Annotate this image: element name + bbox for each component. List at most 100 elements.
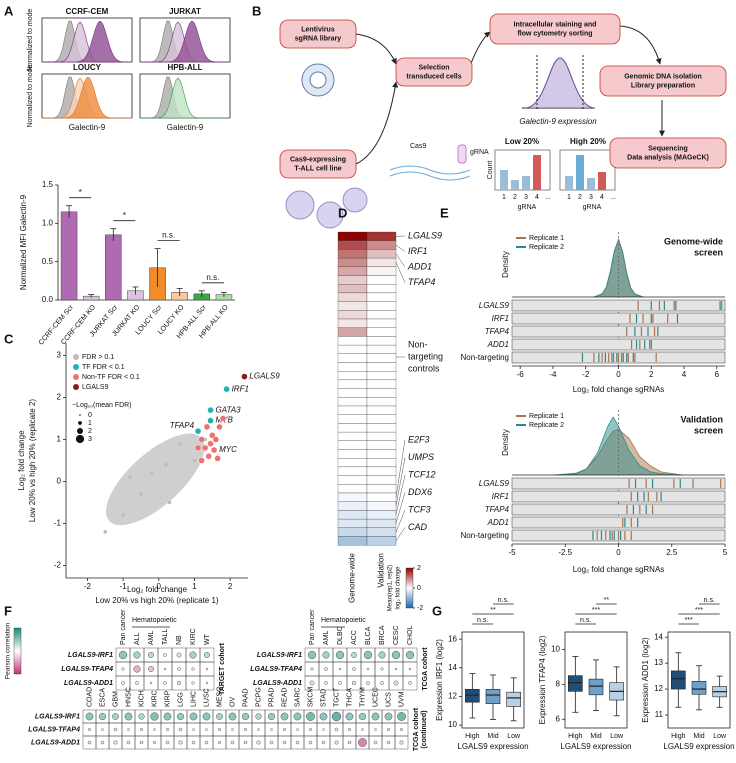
point [216,423,223,431]
heatmap-cell [366,344,397,354]
heatmap-cell [337,466,368,476]
bar-tick-label: 2 [513,194,517,201]
x-tick-label: -2 [582,370,590,379]
column-label: KIRC [151,690,158,707]
heatmap-cell [366,240,397,250]
point-label: MYC [219,445,237,454]
correlation-dot [334,727,339,732]
point-label: GATA3 [216,405,242,414]
histogram-title: CCRF-CEM [66,7,109,16]
leader-line [395,253,406,268]
point [212,436,220,443]
step-text: T-ALL cell line [294,165,341,172]
step-text: Data analysis (MAGeCK) [627,154,709,161]
correlation-dot [391,650,401,660]
correlation-dot [347,740,352,745]
legend-label: TF FDR < 0.1 [82,364,125,371]
bar-tick-label: 1 [502,194,506,201]
histogram-x-label: Galectin-9 [167,123,204,132]
heatmap-cell [337,327,368,337]
cohort-label: TARGET cohort [219,642,226,695]
leader-line [395,262,406,283]
correlation-dot [296,728,299,731]
correlation-dot [255,713,262,720]
correlation-dot [351,652,357,658]
step-text: Intracellular staining and [514,21,597,28]
column-label: LIHC [190,691,197,707]
correlation-dot [163,681,167,685]
x-axis-label: Log₂ fold change sgRNAs [573,385,665,394]
legend-label: Replicate 2 [529,422,564,429]
correlation-dot [373,740,378,745]
y-tick-label: 8 [556,679,561,688]
bar-tick-label: 1 [567,194,571,201]
gene-label: E2F3 [408,434,430,444]
plot-frame [564,631,628,729]
gene-label: TCF3 [408,504,431,514]
correlation-dot [216,713,223,720]
correlation-dot [267,712,276,721]
column-label: THCA [346,688,353,707]
heatmap-cell [337,388,368,398]
point [241,373,248,380]
correlation-dot [153,728,156,731]
x-tick-label: 6 [715,370,720,379]
heatmap-cell [366,266,397,276]
grna-axis-label: gRNA [583,204,602,211]
leader-line [395,457,406,507]
correlation-dot [256,740,261,745]
correlation-dot [231,728,234,731]
column-label: SARC [294,688,301,707]
heatmap-cell [366,310,397,320]
correlation-dot [135,681,139,685]
column-label: WT [204,633,211,645]
y-tick-label: 1 [57,435,62,444]
correlation-dot [393,680,399,686]
gene-label: TCF12 [408,469,436,479]
point [207,417,214,424]
size-legend-mark [77,428,83,434]
x-axis-label: LGALS9 expression [560,742,631,751]
legend-swatch [73,364,79,370]
correlation-dot [165,740,170,745]
leader-line [395,439,406,498]
heatmap-cell [337,510,368,520]
correlation-dot [98,712,107,721]
legend-label: LGALS9 [82,384,109,391]
point-label: LGALS9 [249,372,280,381]
correlation-dot [121,681,125,685]
y-axis-label: Low 20% vs high 20% (replicate 2) [28,399,37,523]
bar-tick-label: 4 [600,194,604,201]
column-label: KICH [138,690,145,707]
heatmap-cell [337,431,368,441]
heatmap-cell [366,292,397,302]
correlation-dot [113,740,118,745]
group-label: Non- [408,339,428,349]
point [198,436,205,443]
step-text: Selection [418,64,449,71]
step-text: Lentivirus [301,26,335,33]
significance-label: n.s. [704,597,715,604]
column-label: READ [281,688,288,707]
heatmap-cell [366,536,397,546]
point [210,446,218,454]
correlation-dot [85,712,94,721]
correlation-dot [118,650,128,660]
point [103,530,108,534]
point [194,444,202,452]
row-label: LGALS9-IRF1 [68,652,113,659]
heatmap-cell [366,379,397,389]
heatmap-cell [337,405,368,415]
step-text: Genomic DNA isolation [624,73,702,80]
row-label: LGALS9-TFAP4 [250,666,302,673]
correlation-dot [101,728,104,731]
bar-tick-label: 3 [524,194,528,201]
y-tick-label: 10 [448,720,457,729]
point [203,423,211,431]
correlation-dot [192,728,195,731]
correlation-dot [308,740,313,745]
heatmap-cell [337,518,368,528]
significance-label: n.s. [498,597,509,604]
x-tick-label: 2.5 [666,548,678,557]
leader-line [395,509,406,533]
